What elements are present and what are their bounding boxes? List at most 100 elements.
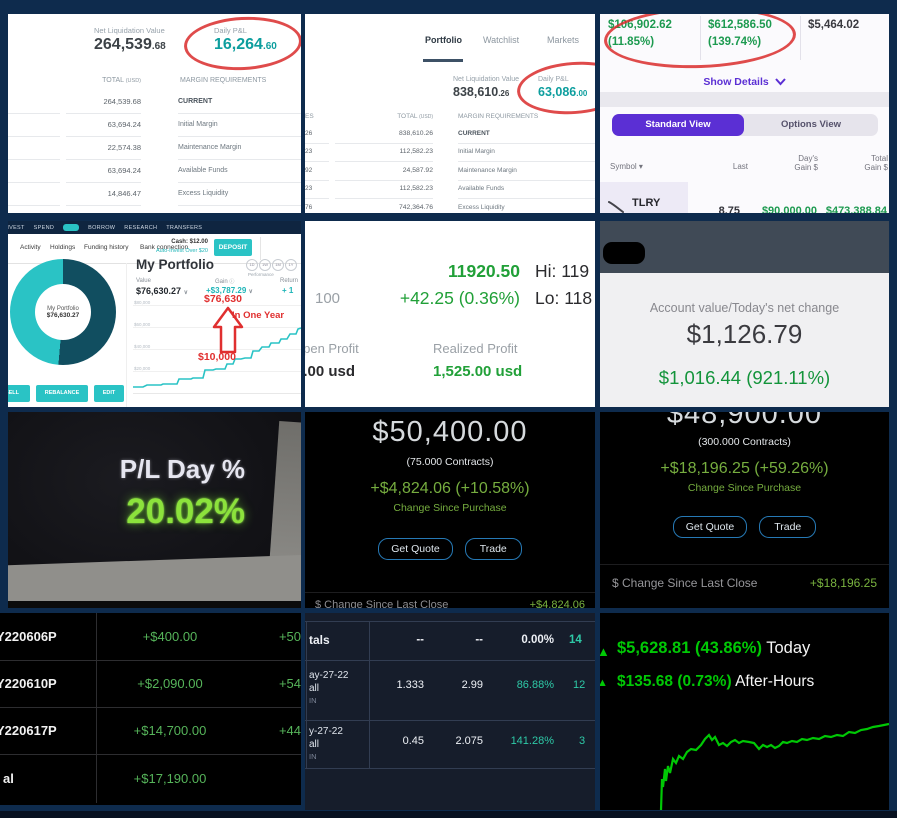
y-axis-label: $40,000 <box>134 344 151 349</box>
trade-button[interactable]: Trade <box>759 516 817 538</box>
table-cell-cut <box>8 136 60 160</box>
show-details-button[interactable]: Show Details <box>600 76 889 88</box>
totals-col2: -- <box>475 634 483 646</box>
option-symbol-cut: Y220617P <box>0 723 57 738</box>
ticker-symbol[interactable]: TLRY <box>632 197 661 209</box>
table-cell-value: 63,694.24 <box>66 159 141 183</box>
total-column-header: TOTAL (USD) <box>397 113 433 120</box>
index-price: 11920.50 <box>447 261 520 281</box>
nav-spend[interactable]: SPEND <box>33 224 55 231</box>
table-cell-value: 112,582.23 <box>335 180 433 199</box>
get-quote-button[interactable]: Get Quote <box>378 538 453 560</box>
net-liquidation-value: 264,539.68 <box>94 36 166 53</box>
subnav-activity[interactable]: Activity <box>20 244 41 251</box>
range-1d-button[interactable]: 1D <box>246 259 258 271</box>
subnav-funding-history[interactable]: Funding history <box>84 244 129 251</box>
photo-bottom-edge <box>8 601 301 608</box>
table-cell-label: Available Funds <box>458 180 595 199</box>
gridline <box>305 768 595 769</box>
table-row: Y220610P +$2,090.00 +54 <box>0 661 301 708</box>
position-value-cut: $48,900.00 <box>666 412 823 430</box>
margin-column-header: MARGIN REQUIREMENTS <box>180 77 267 84</box>
section-divider-band <box>600 92 889 107</box>
panel-totals-table: tals -- -- 0.00% 14 ay-27-22 all IN 1.33… <box>305 613 595 810</box>
after-hours-change-value: $135.68 (0.73%) <box>617 673 732 690</box>
stat-gain-1-pct: (11.85%) <box>608 36 655 48</box>
account-value: $1,126.79 <box>686 319 803 349</box>
tab-markets[interactable]: Markets <box>547 35 580 45</box>
get-quote-button[interactable]: Get Quote <box>672 516 748 538</box>
margin-column-header: MARGIN REQUIREMENTS <box>458 113 539 120</box>
after-hours-change-line: $135.68 (0.73%) After-Hours <box>617 673 814 691</box>
pl-dollar: +$400.00 <box>142 629 198 644</box>
nav-invest[interactable]: INVEST <box>8 224 25 231</box>
table-cell-value: 264,539.68 <box>66 90 141 114</box>
frame-bottom-strip <box>0 811 897 818</box>
high-value-cut: Hi: 119 <box>535 261 590 281</box>
totals-pct: 0.00% <box>521 634 554 646</box>
range-1y-button[interactable]: 1Y <box>285 259 297 271</box>
donut-center: My Portfolio $76,630.27 <box>35 284 91 340</box>
rebalance-button[interactable]: REBALANCE <box>36 385 88 402</box>
divider <box>126 263 127 407</box>
table-cell-cut: 23 <box>305 143 329 162</box>
x-axis-line <box>133 393 301 394</box>
sell-button[interactable]: SELL <box>8 385 30 402</box>
gridline <box>133 305 301 306</box>
tab-portfolio[interactable]: Portfolio <box>425 35 462 45</box>
panel-options-pnl-table: Y220606P +$400.00 +50 Y220610P +$2,090.0… <box>0 613 301 805</box>
column-header-symbol[interactable]: Symbol ▾ <box>610 162 643 171</box>
cell-percent: 86.88% <box>516 679 554 691</box>
subnav-bank-connection[interactable]: Bank connection <box>140 244 189 251</box>
net-liquidation-value: 838,610.26 <box>453 85 510 99</box>
total-label-cut: al <box>3 771 14 786</box>
gridline <box>133 349 301 350</box>
tab-watchlist[interactable]: Watchlist <box>483 35 520 45</box>
table-cell-label: Excess Liquidity <box>178 182 301 206</box>
position-value: $50,400.00 <box>372 416 528 448</box>
standard-view-button[interactable]: Standard View <box>612 114 744 136</box>
edit-button[interactable]: EDIT <box>94 385 124 402</box>
cell-value: 2.99 <box>461 679 483 691</box>
table-cell-cut <box>8 113 60 137</box>
cash-balance: Cash: $12.00 <box>171 239 208 245</box>
nav-research[interactable]: RESEARCH <box>124 224 158 231</box>
options-view-button[interactable]: Options View <box>780 119 841 130</box>
nav-borrow[interactable]: BORROW <box>88 224 116 231</box>
range-1w-button[interactable]: 1W <box>259 259 271 271</box>
panel-m1-portfolio: INVEST SPEND BORROW RESEARCH TRANSFERS A… <box>8 221 301 407</box>
subnav-holdings[interactable]: Holdings <box>50 244 76 251</box>
gain-value: +$3,787.29 ∨ <box>206 286 253 295</box>
range-1m-button[interactable]: 1M <box>272 259 284 271</box>
stat-gain-2-pct: (139.74%) <box>708 36 762 48</box>
table-cell-cut <box>8 182 60 206</box>
panel-pl-day-photo: P/L Day % 20.02% <box>8 412 301 608</box>
column-header-days-gain: Day's Gain $ <box>794 154 818 172</box>
y-axis-label: $60,000 <box>134 322 151 327</box>
nav-transfers[interactable]: TRANSFERS <box>166 224 203 231</box>
table-row: Y220617P +$14,700.00 +44 <box>0 708 301 755</box>
handwritten-arrow-icon <box>608 201 624 213</box>
after-hours-label: After-Hours <box>735 673 815 690</box>
option-type-cut: all <box>309 683 320 694</box>
change-since-purchase-label: Change Since Purchase <box>687 482 802 494</box>
value-label: Value <box>136 278 151 284</box>
today-change-line: $5,628.81 (43.86%) Today <box>617 639 810 658</box>
intraday-price-line-chart <box>659 722 889 810</box>
chevron-down-icon[interactable]: ∨ <box>183 290 188 296</box>
pl-dollar: +$14,700.00 <box>133 723 207 738</box>
cell-value-cut: 3 <box>579 735 586 747</box>
trade-button[interactable]: Trade <box>464 538 522 560</box>
daily-pnl-label: Daily P&L <box>214 26 247 35</box>
deposit-button[interactable]: DEPOSIT <box>214 239 252 256</box>
gridline <box>305 720 595 721</box>
totals-label-cut: tals <box>309 633 330 647</box>
change-since-close-label: $ Change Since Last Close <box>612 576 758 590</box>
stat-gain-1-value: $106,902.62 <box>608 19 672 31</box>
change-since-close-label-cut: $ Change Since Last Close <box>315 599 449 608</box>
return-value-cut: + 1 <box>282 286 294 295</box>
chevron-down-icon[interactable]: ∨ <box>248 289 253 295</box>
triangle-up-icon: ▲ <box>600 644 610 659</box>
cell-percent: 141.28% <box>510 735 554 747</box>
pl-day-value: 20.02% <box>126 492 245 531</box>
